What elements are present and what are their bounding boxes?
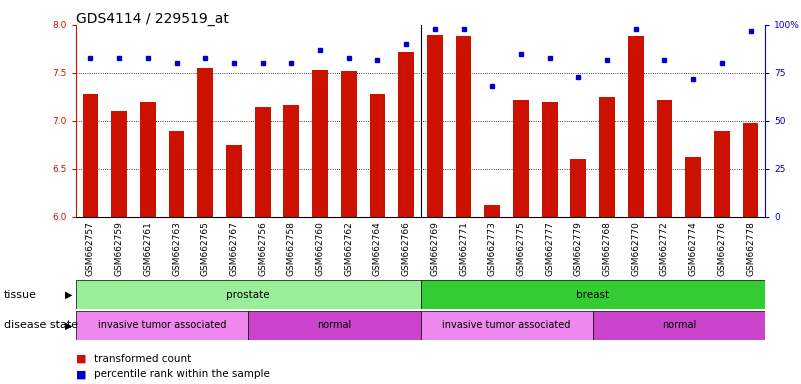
Text: percentile rank within the sample: percentile rank within the sample [94, 369, 270, 379]
Text: disease state: disease state [4, 320, 78, 331]
Bar [226, 145, 242, 217]
Text: GSM662777: GSM662777 [545, 221, 554, 276]
Text: GSM662768: GSM662768 [602, 221, 612, 276]
Text: GSM662772: GSM662772 [660, 221, 669, 276]
Text: GSM662758: GSM662758 [287, 221, 296, 276]
Text: GDS4114 / 229519_at: GDS4114 / 229519_at [76, 12, 229, 25]
Text: GSM662762: GSM662762 [344, 221, 353, 276]
Bar [686, 157, 701, 217]
Text: GSM662757: GSM662757 [86, 221, 95, 276]
Bar [485, 205, 500, 217]
Bar [284, 105, 300, 217]
Text: GSM662760: GSM662760 [316, 221, 324, 276]
Text: normal: normal [662, 320, 696, 331]
Bar [111, 111, 127, 217]
Text: GSM662771: GSM662771 [459, 221, 468, 276]
Text: normal: normal [317, 320, 352, 331]
Bar [76, 311, 248, 340]
Bar [248, 311, 421, 340]
Text: GSM662774: GSM662774 [689, 221, 698, 276]
Bar [421, 280, 765, 309]
Text: GSM662779: GSM662779 [574, 221, 583, 276]
Bar [312, 70, 328, 217]
Text: GSM662769: GSM662769 [430, 221, 440, 276]
Text: GSM662765: GSM662765 [201, 221, 210, 276]
Bar [76, 280, 421, 309]
Text: GSM662778: GSM662778 [746, 221, 755, 276]
Bar [83, 94, 99, 217]
Text: GSM662773: GSM662773 [488, 221, 497, 276]
Bar [169, 131, 184, 217]
Text: GSM662763: GSM662763 [172, 221, 181, 276]
Text: GSM662766: GSM662766 [401, 221, 411, 276]
Bar [255, 107, 271, 217]
Bar [513, 100, 529, 217]
Text: tissue: tissue [4, 290, 37, 300]
Text: ■: ■ [76, 354, 90, 364]
Text: ■: ■ [76, 369, 90, 379]
Text: GSM662764: GSM662764 [373, 221, 382, 276]
Bar [341, 71, 356, 217]
Bar [599, 97, 615, 217]
Bar [398, 52, 414, 217]
Text: ▶: ▶ [65, 320, 72, 331]
Text: breast: breast [576, 290, 610, 300]
Text: transformed count: transformed count [94, 354, 191, 364]
Text: GSM662776: GSM662776 [718, 221, 727, 276]
Bar [456, 36, 472, 217]
Bar [541, 102, 557, 217]
Text: GSM662756: GSM662756 [258, 221, 268, 276]
Bar [628, 36, 644, 217]
Text: GSM662761: GSM662761 [143, 221, 152, 276]
Bar [427, 35, 443, 217]
Bar [369, 94, 385, 217]
Bar [593, 311, 765, 340]
Bar [197, 68, 213, 217]
Text: GSM662759: GSM662759 [115, 221, 123, 276]
Text: GSM662770: GSM662770 [631, 221, 640, 276]
Text: ▶: ▶ [65, 290, 72, 300]
Bar [714, 131, 730, 217]
Text: GSM662775: GSM662775 [517, 221, 525, 276]
Bar [421, 311, 593, 340]
Text: prostate: prostate [227, 290, 270, 300]
Bar [743, 123, 759, 217]
Text: invasive tumor associated: invasive tumor associated [442, 320, 571, 331]
Bar [657, 100, 672, 217]
Text: GSM662767: GSM662767 [229, 221, 239, 276]
Bar [140, 102, 155, 217]
Bar [570, 159, 586, 217]
Text: invasive tumor associated: invasive tumor associated [98, 320, 227, 331]
